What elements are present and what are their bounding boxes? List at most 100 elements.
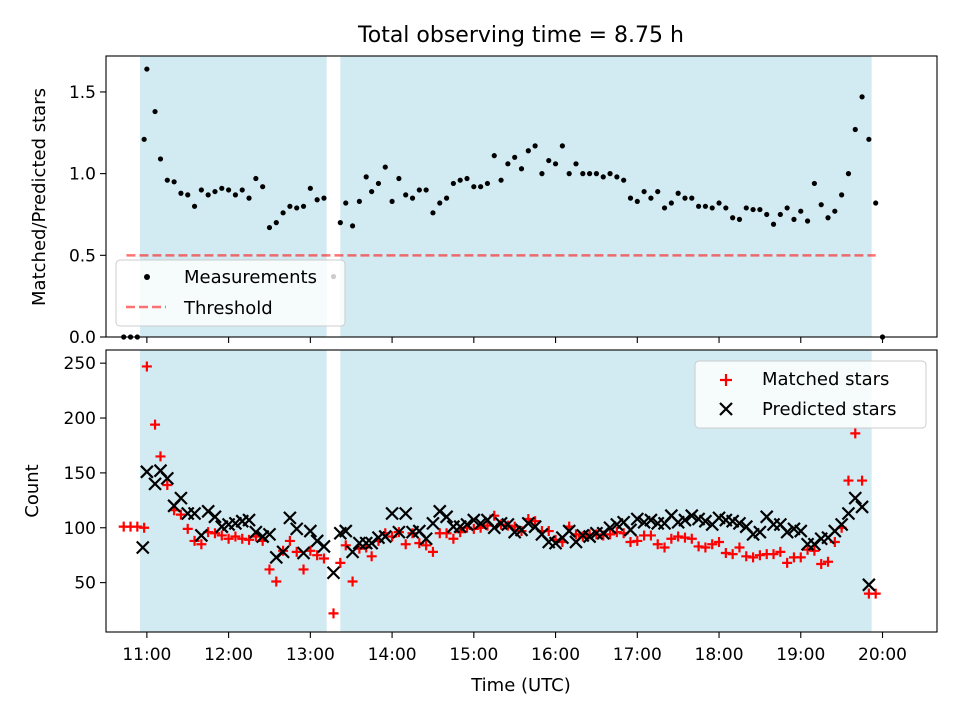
measurement-point [682, 195, 688, 201]
matched-star-point [768, 549, 779, 560]
x-tick-label: 18:00 [695, 645, 744, 665]
count-data-marks [118, 361, 881, 619]
matched-star-point [714, 537, 725, 548]
measurement-point [873, 200, 879, 206]
ratio-data-marks [121, 66, 886, 340]
count-legend-box [694, 360, 927, 429]
measurement-point [791, 216, 797, 222]
matched-star-point [298, 564, 309, 575]
count-y-tick-label: 100 [64, 519, 96, 539]
measurement-point [852, 126, 858, 133]
matched-star-point [162, 479, 173, 490]
predicted-star-point [194, 528, 209, 543]
count-y-tick-label: 200 [64, 409, 96, 429]
ratio-legend-box [115, 259, 346, 327]
predicted-star-point [398, 506, 413, 521]
measurement-point [294, 205, 300, 211]
measurement-point [484, 180, 491, 187]
measurement-point [505, 161, 511, 167]
measurement-point [804, 218, 811, 224]
matched-star-point [284, 535, 295, 546]
measurement-point [757, 206, 763, 213]
matched-star-point [340, 540, 351, 551]
predicted-star-point [283, 511, 297, 525]
matched-star-point [264, 564, 275, 575]
legend-matched-label: Matched stars [762, 369, 889, 390]
matched-star-point [659, 542, 670, 553]
predicted-star-point [262, 527, 277, 542]
measurement-point [437, 200, 443, 206]
matched-star-point [727, 549, 738, 560]
predicted-star-point [242, 513, 256, 527]
x-tick-label: 20:00 [858, 645, 907, 665]
count-y-tick-label: 250 [64, 354, 96, 374]
measurement-point [171, 179, 177, 185]
measurement-point [770, 221, 777, 227]
measurement-point [300, 203, 307, 209]
predicted-star-point [841, 506, 856, 521]
measurement-point [614, 174, 620, 180]
predicted-star-point [249, 525, 263, 539]
predicted-star-point [467, 513, 481, 527]
matched-star-point [748, 552, 759, 563]
predicted-star-point [174, 491, 188, 505]
legend-threshold-label: Threshold [183, 298, 273, 319]
measurement-point [464, 175, 470, 182]
measurement-point [369, 188, 375, 195]
matched-star-point [216, 530, 227, 541]
measurement-point [702, 203, 709, 209]
measurement-point [382, 164, 388, 170]
measurement-point [566, 171, 572, 177]
measurement-point [219, 185, 225, 191]
measurement-point [634, 198, 640, 205]
matched-star-point [400, 539, 411, 550]
measurement-point [396, 175, 402, 182]
measurement-point [709, 205, 715, 211]
ratio-y-tick-label: 1.0 [69, 165, 96, 185]
matched-star-point [652, 539, 663, 550]
matched-star-point [312, 550, 323, 561]
count-y-tick-label: 50 [74, 574, 96, 594]
measurement-point [730, 215, 736, 221]
ratio-legend: Measurements Threshold [115, 259, 346, 327]
x-tick-label: 19:00 [776, 645, 825, 665]
matched-star-point [271, 576, 282, 587]
x-tick-label: 15:00 [449, 645, 498, 665]
predicted-star-point [303, 524, 318, 538]
predicted-star-point [834, 517, 849, 532]
matched-star-point [223, 533, 234, 544]
measurement-point [764, 211, 770, 218]
x-tick-label: 17:00 [613, 645, 662, 665]
predicted-star-point [148, 477, 162, 491]
ratio-plot-frame [105, 55, 938, 338]
measurement-point [512, 154, 518, 160]
predicted-star-point [160, 471, 175, 486]
measurement-point [430, 210, 436, 216]
measurement-point [580, 171, 586, 177]
x-tick-label: 13:00 [286, 645, 335, 665]
predicted-star-point [385, 506, 399, 521]
predicted-star-point [678, 513, 692, 527]
measurement-point [349, 223, 356, 229]
measurement-point [627, 195, 634, 201]
measurement-point [491, 153, 497, 159]
measurement-point [818, 202, 824, 208]
measurement-point [648, 195, 654, 201]
x-tick-label: 12:00 [204, 645, 253, 665]
measurement-point [859, 94, 865, 100]
predicted-star-point [862, 578, 876, 592]
matched-star-point [645, 530, 656, 541]
x-tick-label: 14:00 [368, 645, 417, 665]
measurement-point [260, 184, 266, 190]
matched-star-point [782, 557, 793, 568]
measurement-point [337, 220, 343, 226]
predicted-star-point [780, 525, 794, 539]
predicted-star-point [439, 510, 454, 524]
measurement-point [716, 200, 722, 206]
measurement-point [471, 184, 477, 190]
predicted-star-point [392, 525, 406, 539]
measurement-point [866, 136, 872, 142]
measurement-point [403, 192, 409, 198]
count-shaded-interval-0 [140, 350, 327, 632]
measurement-point [356, 198, 362, 205]
